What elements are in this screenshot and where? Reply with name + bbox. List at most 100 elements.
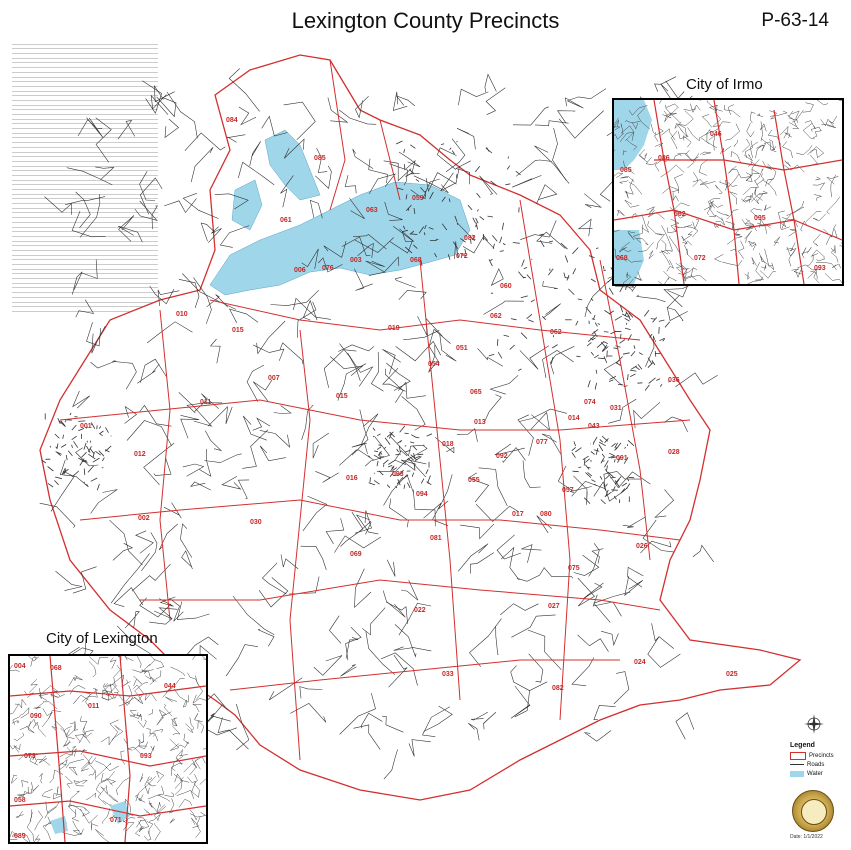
legend-label-roads: Roads [807, 761, 825, 768]
precinct-label: 092 [496, 453, 508, 460]
precinct-label: 074 [584, 399, 596, 406]
map-date: Date: 1/1/2022 [790, 834, 823, 840]
precinct-labels: 084 085 061 063 059 006 076 003 068 072 082 010 015 0… [80, 117, 738, 692]
table-row [12, 59, 158, 64]
lexington-water-2 [50, 816, 68, 834]
inset-precinct-label: 004 [14, 663, 26, 670]
precinct-label: 033 [442, 671, 454, 678]
precinct-label: 054 [428, 361, 440, 368]
table-row [12, 246, 158, 251]
inset-precinct-label: 073 [24, 753, 36, 760]
precinct-label: 001 [80, 423, 92, 430]
precinct-label: 091 [616, 455, 628, 462]
table-row [12, 185, 158, 190]
precinct-label: 022 [414, 607, 426, 614]
table-row [12, 162, 158, 167]
map-title: Lexington County Precincts [291, 8, 560, 33]
table-row [12, 195, 158, 200]
precinct-label: 026 [636, 543, 648, 550]
table-row [12, 138, 158, 144]
precinct-label: 069 [350, 551, 362, 558]
lexington-water [110, 801, 130, 824]
table-row [12, 190, 158, 195]
precinct-label: 010 [176, 311, 188, 318]
precinct-label: 065 [470, 389, 482, 396]
table-row [12, 213, 158, 219]
precinct-label: 072 [456, 253, 468, 260]
precinct-label: 003 [350, 257, 362, 264]
lake-murray [209, 181, 471, 296]
irmo-inset-title: City of Irmo [686, 76, 763, 93]
table-row [12, 157, 158, 162]
precinct-label: 043 [588, 423, 600, 430]
table-row [12, 307, 158, 312]
lexington-map: 004 068 090 073 093 058 071 089 044 011 [10, 656, 206, 842]
precinct-label: 018 [442, 441, 454, 448]
table-row [12, 265, 158, 270]
lake-arm-east [231, 179, 263, 231]
table-row [12, 45, 158, 50]
precinct-label: 007 [268, 375, 280, 382]
table-row [12, 153, 158, 158]
precinct-label: 081 [430, 535, 442, 542]
county-seal-icon [792, 790, 834, 832]
table-row [12, 274, 158, 280]
precinct-label: 076 [322, 265, 334, 272]
precinct-label: 015 [232, 327, 244, 334]
table-row [12, 110, 158, 115]
precinct-label: 063 [366, 207, 378, 214]
inset-precinct-label: 071 [110, 817, 122, 824]
precinct-label: 082 [552, 685, 564, 692]
table-row [12, 176, 158, 181]
road-swatch [790, 764, 804, 765]
inset-precinct-label: 090 [30, 713, 42, 720]
table-row [12, 237, 158, 242]
precinct-label: 082 [464, 235, 476, 242]
table-row [12, 68, 158, 73]
water-swatch [790, 770, 804, 777]
precinct-label: 030 [250, 519, 262, 526]
precinct-label: 075 [568, 565, 580, 572]
table-row [12, 293, 158, 298]
table-row [12, 298, 158, 303]
legend-label-water: Water [807, 770, 823, 777]
precinct-label: 012 [134, 451, 146, 458]
precinct-label: 055 [468, 477, 480, 484]
table-row [12, 73, 158, 78]
table-row [12, 251, 158, 256]
table-row [12, 78, 158, 83]
precinct-label: 060 [500, 283, 512, 290]
precinct-label: 059 [412, 195, 424, 202]
legend-item-precincts: Precincts [790, 751, 840, 760]
precinct-label: 031 [610, 405, 622, 412]
precinct-label: 051 [456, 345, 468, 352]
precinct-label: 024 [634, 659, 646, 666]
precinct-label: 017 [512, 511, 524, 518]
precinct-label: 093 [392, 471, 404, 478]
table-row [12, 303, 158, 308]
inset-precinct-label: 058 [14, 797, 26, 804]
table-row [12, 256, 158, 261]
inset-precinct-label: 086 [658, 155, 670, 162]
precinct-label: 014 [568, 415, 580, 422]
table-row [12, 124, 158, 130]
inset-precinct-label: 085 [620, 167, 632, 174]
precinct-label: 015 [336, 393, 348, 400]
precinct-label: 006 [294, 267, 306, 274]
irmo-water-south [614, 230, 644, 284]
precinct-label: 062 [550, 329, 562, 336]
precinct-label: 057 [562, 487, 574, 494]
precinct-label: 084 [226, 117, 238, 124]
precinct-label: 016 [346, 475, 358, 482]
table-row [12, 63, 158, 69]
table-row [12, 115, 158, 120]
inset-precinct-label: 068 [616, 255, 628, 262]
precinct-lines [59, 59, 691, 761]
inset-precinct-label: 095 [754, 215, 766, 222]
precinct-label: 061 [280, 217, 292, 224]
precinct-label: 019 [388, 325, 400, 332]
precinct-label: 036 [668, 377, 680, 384]
precinct-label: 013 [474, 419, 486, 426]
inset-precinct-label: 072 [694, 255, 706, 262]
